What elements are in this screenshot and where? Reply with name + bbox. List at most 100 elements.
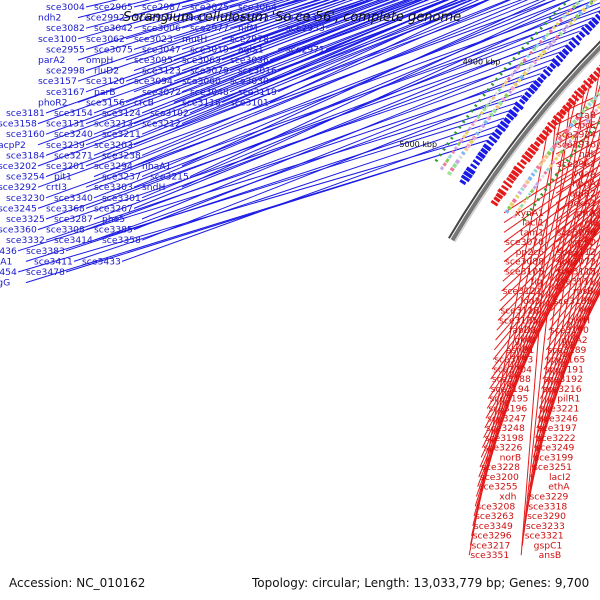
reverse-gene-arrow [493,196,501,203]
cog-box-inner [543,154,549,160]
cog-box-inner [577,112,584,118]
forward-gene-arrow [591,17,600,26]
left-leader-line [85,0,510,167]
cog-box-outer [497,100,504,107]
left-gene-label: sce3294 [94,161,133,172]
left-gene-label: sce3411 [34,256,73,267]
gc-tick-outer [446,142,450,146]
left-leader-line [85,58,554,231]
left-leader-line [133,0,585,188]
cog-box-inner-2 [556,152,562,158]
reverse-gene-arrow [589,73,598,82]
left-leader-line [37,10,600,209]
left-leader-line [173,0,428,103]
right-gene-label: sce3105 [505,267,544,278]
left-leader-line [133,0,447,125]
right-gene-label: fabD1 [509,325,537,336]
left-gene-label: sce3213 [94,119,133,130]
left-gene-label: sce3325 [6,214,45,225]
gc-tick-outer [562,2,567,6]
cog-box-outer-2 [558,18,563,23]
left-gene-label: phoU [182,13,206,24]
right-gene-label: sce3351 [470,550,509,561]
gc-tick-outer [557,6,562,11]
cog-box-outer-2 [509,72,515,77]
cog-box-inner [592,95,598,101]
cog-box-outer-2 [485,102,490,108]
reverse-gene-arrow [497,188,507,197]
right-gene-label: pckA1 [568,198,596,209]
reverse-gene-arrow [490,199,499,207]
forward-gene-arrow [529,83,539,92]
forward-gene-arrow [459,179,467,186]
left-gene-label: sce3454 [0,267,17,278]
left-leader-line [45,0,598,199]
left-gene-label: sce2978 [230,34,269,45]
right-gene-label: sce3318 [528,501,567,512]
gc-tick-outer [503,67,508,71]
left-gene-label: sce2955 [46,44,85,55]
gc-tick-outer [474,104,478,108]
reverse-gene-arrow [586,77,595,85]
right-leader-line [496,216,600,331]
cog-box-outer [525,67,531,73]
left-leader-line [181,0,414,93]
right-leader-line [525,129,600,517]
cog-box-outer [558,31,564,37]
left-gene-label: sce3292 [0,182,37,193]
left-gene-label: sce3332 [6,235,45,246]
forward-gene-arrow [578,31,586,38]
gc-tick-outer [453,131,458,135]
left-gene-label: sce3004 [46,2,85,13]
cog-box-outer-2 [506,76,512,82]
right-gene-label: sce3135 [499,315,538,326]
forward-gene-arrow [561,48,570,56]
cog-box-inner-2 [573,132,578,137]
left-leader-line [65,102,517,252]
left-gene-label: sce3215 [150,172,189,183]
gc-tick-outer [482,93,486,97]
right-gene-label: sce3121 [503,286,542,297]
cog-box-outer [541,48,547,55]
right-gene-label: sce3349 [474,521,513,532]
left-gene-label: sce3340 [54,193,93,204]
gc-tick-outer [530,36,534,41]
gc-tick-outer [507,61,512,66]
left-gene-label: sce3102 [150,108,189,119]
cog-box-outer-2 [544,32,550,38]
cog-box-inner [571,119,578,125]
left-leader-line [85,17,594,209]
right-gene-label: sce2924 [557,130,596,141]
left-leader-line [85,0,419,125]
cog-box-outer-2 [473,118,478,123]
left-gene-label: sce3212 [142,119,181,130]
right-gene-label: sce3185 [554,296,593,307]
cog-box-inner-2 [591,111,596,116]
gc-tick-inner [529,207,534,212]
right-gene-label: sce3199 [534,452,573,463]
right-leader-line [530,251,600,478]
cog-box-outer [474,131,480,136]
left-gene-label: parA2 [38,55,65,66]
cog-box-inner [511,198,518,204]
cog-box-outer-2 [515,65,521,71]
cog-box-inner-2 [570,135,576,141]
reverse-gene-arrow [516,161,526,170]
cog-box-inner-2 [519,203,525,209]
left-gene-label: sce3016 [238,66,277,77]
right-gene-label: sce3112 [557,247,596,258]
right-gene-label: sce3115 [557,267,596,278]
left-gene-label: rluD2 [94,66,119,77]
right-leader-line [531,265,600,468]
forward-gene-arrow [477,151,486,160]
left-gene-label: sce3303 [94,182,133,193]
right-leader-line [468,126,549,556]
right-leader-line [529,233,600,487]
left-gene-label: sce3238 [102,150,141,161]
left-gene-label: sce3072 [142,87,181,98]
left-leader-line [121,125,499,262]
right-leader-line [526,175,600,507]
left-gene-label: sce2933 [286,23,325,34]
gc-tick-outer [548,16,553,21]
right-gene-label: sce3229 [530,492,569,503]
